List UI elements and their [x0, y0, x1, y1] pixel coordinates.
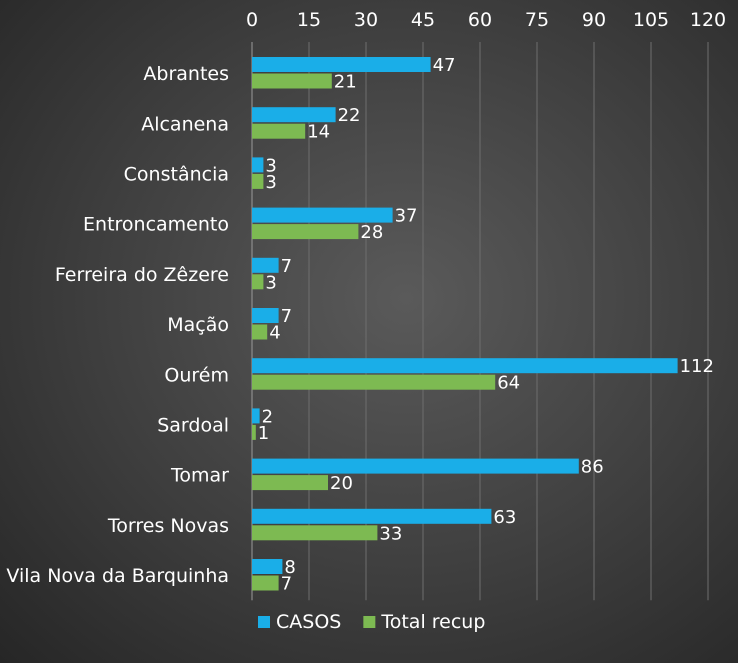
data-label-casos-ourem: 112: [680, 356, 714, 377]
category-label-sardoal: Sardoal: [157, 415, 229, 437]
bar-total-recup-constancia: [252, 173, 264, 189]
category-label-torres-novas: Torres Novas: [107, 515, 229, 537]
x-tick-label-45: 45: [411, 9, 435, 31]
data-label-casos-abrantes: 47: [433, 55, 456, 76]
category-label-alcanena: Alcanena: [141, 113, 229, 135]
bar-casos-constancia: [252, 157, 264, 173]
data-label-casos-vila-nova-da-barquinha: 8: [284, 557, 295, 578]
data-label-casos-tomar: 86: [581, 457, 604, 478]
category-label-ourem: Ourém: [164, 364, 229, 386]
category-label-constancia: Constância: [124, 164, 229, 186]
data-label-total-recup-alcanena: 14: [307, 122, 330, 143]
data-label-total-recup-sardoal: 1: [258, 423, 269, 444]
bar-total-recup-ferreira-do-zezere: [252, 274, 264, 290]
category-label-ferreira-do-zezere: Ferreira do Zêzere: [55, 264, 229, 286]
bar-casos-ferreira-do-zezere: [252, 257, 279, 273]
data-label-casos-entroncamento: 37: [395, 206, 418, 227]
bar-casos-sardoal: [252, 408, 260, 424]
bar-total-recup-tomar: [252, 475, 328, 491]
x-tick-label-90: 90: [582, 9, 606, 31]
bar-casos-macao: [252, 308, 279, 323]
bar-total-recup-torres-novas: [252, 525, 378, 541]
legend-swatch-total-recup: [363, 616, 376, 628]
bar-casos-abrantes: [252, 57, 431, 72]
data-label-casos-torres-novas: 63: [493, 507, 516, 528]
bar-total-recup-entroncamento: [252, 224, 359, 240]
bar-total-recup-alcanena: [252, 123, 306, 139]
bar-total-recup-ourem: [252, 374, 496, 390]
data-label-casos-constancia: 3: [265, 155, 276, 176]
data-label-total-recup-tomar: 20: [330, 473, 353, 494]
x-tick-label-30: 30: [354, 9, 378, 31]
bar-casos-vila-nova-da-barquinha: [252, 559, 283, 574]
category-label-abrantes: Abrantes: [143, 63, 229, 85]
data-label-total-recup-torres-novas: 33: [379, 523, 402, 544]
category-label-vila-nova-da-barquinha: Vila Nova da Barquinha: [6, 565, 229, 587]
data-label-total-recup-macao: 4: [269, 323, 280, 344]
data-label-total-recup-ourem: 64: [497, 373, 520, 394]
x-tick-label-75: 75: [525, 9, 549, 31]
data-label-total-recup-entroncamento: 28: [360, 222, 383, 243]
data-label-casos-ferreira-do-zezere: 7: [281, 256, 292, 277]
x-tick-label-105: 105: [633, 9, 669, 31]
data-label-casos-macao: 7: [281, 306, 292, 327]
bar-casos-alcanena: [252, 107, 336, 123]
bar-casos-tomar: [252, 458, 579, 474]
x-tick-label-15: 15: [297, 9, 321, 31]
bar-total-recup-macao: [252, 324, 268, 340]
data-label-total-recup-abrantes: 21: [334, 72, 357, 93]
data-label-total-recup-vila-nova-da-barquinha: 7: [281, 574, 292, 595]
data-label-total-recup-ferreira-do-zezere: 3: [265, 272, 276, 293]
x-tick-label-0: 0: [246, 9, 258, 31]
bar-total-recup-abrantes: [252, 73, 332, 89]
bar-total-recup-sardoal: [252, 424, 256, 440]
bar-total-recup-vila-nova-da-barquinha: [252, 575, 279, 591]
bar-casos-ourem: [252, 358, 678, 374]
x-tick-label-60: 60: [468, 9, 492, 31]
legend-label-total-recup: Total recup: [380, 611, 485, 633]
bar-casos-entroncamento: [252, 207, 393, 223]
category-label-tomar: Tomar: [170, 465, 229, 487]
data-label-casos-alcanena: 22: [338, 105, 361, 126]
data-label-casos-sardoal: 2: [262, 406, 273, 427]
bar-casos-torres-novas: [252, 508, 492, 524]
data-label-total-recup-constancia: 3: [265, 172, 276, 193]
legend-swatch-casos: [258, 616, 270, 628]
legend-label-casos: CASOS: [276, 611, 341, 633]
category-label-entroncamento: Entroncamento: [83, 214, 229, 236]
x-tick-label-120: 120: [690, 9, 726, 31]
category-label-macao: Mação: [167, 314, 229, 336]
